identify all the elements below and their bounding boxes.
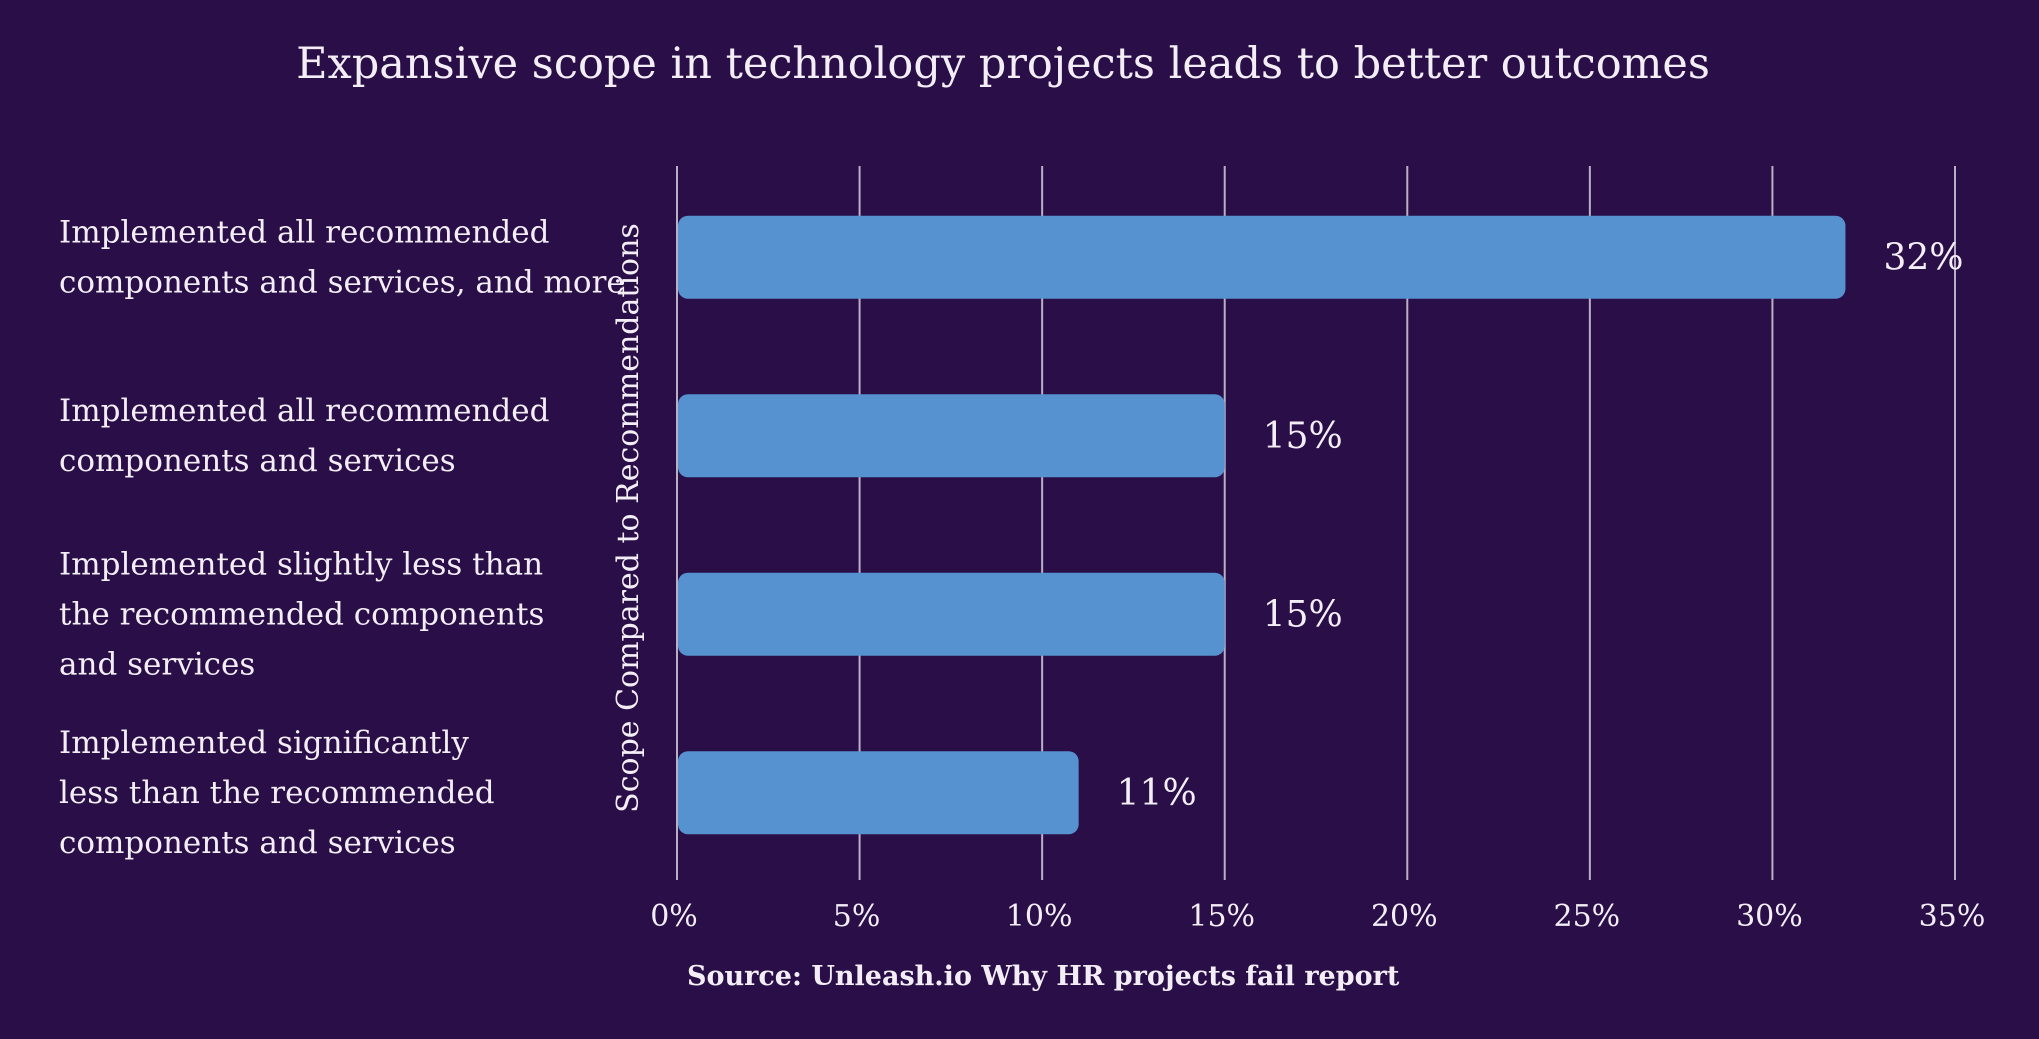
- category-label-line: the recommended components: [59, 596, 544, 632]
- x-tick-label: 30%: [1736, 899, 1803, 934]
- category-label-line: less than the recommended: [59, 775, 495, 811]
- data-label: 11%: [1117, 773, 1197, 814]
- bar: [678, 572, 1225, 656]
- x-axis-ticks: 0% 5% 10% 15% 20% 25% 30% 35%: [650, 899, 1985, 934]
- x-tick-label: 25%: [1554, 899, 1621, 934]
- x-tick-label: 5%: [833, 899, 881, 934]
- category-label-line: Implemented slightly less than: [59, 546, 543, 582]
- category-label-line: Implemented all recommended: [59, 214, 549, 250]
- category-label-line: components and services, and more: [59, 264, 625, 300]
- category-label-line: Implemented all recommended: [59, 393, 549, 429]
- category-label-line: Implemented significantly: [59, 725, 469, 761]
- bar: [678, 215, 1846, 299]
- data-label: 32%: [1883, 237, 1963, 278]
- category-label: Implemented slightly less than the recomm…: [59, 546, 544, 682]
- category-label: Implemented significantly less than the r…: [59, 725, 495, 861]
- chart-title: Expansive scope in technology projects l…: [296, 39, 1710, 89]
- category-label: Implemented all recommended components an…: [59, 393, 549, 479]
- bars: [678, 215, 1846, 835]
- category-label-line: components and services: [59, 825, 456, 861]
- data-label: 15%: [1263, 594, 1343, 635]
- category-label-line: components and services: [59, 443, 456, 479]
- x-tick-label: 15%: [1188, 899, 1255, 934]
- data-labels: 32% 15% 15% 11%: [1117, 237, 1964, 814]
- source-note: Source: Unleash.io Why HR projects fail …: [687, 961, 1400, 992]
- y-axis-label: Scope Compared to Recommendations: [611, 223, 646, 813]
- data-label: 15%: [1263, 416, 1343, 457]
- x-tick-label: 10%: [1006, 899, 1073, 934]
- x-tick-label: 35%: [1919, 899, 1986, 934]
- category-label-line: and services: [59, 646, 255, 682]
- x-tick-label: 0%: [650, 899, 698, 934]
- bar: [678, 751, 1079, 835]
- category-labels: Implemented all recommended components an…: [59, 214, 625, 861]
- x-tick-label: 20%: [1371, 899, 1438, 934]
- bar: [678, 394, 1225, 478]
- category-label: Implemented all recommended components an…: [59, 214, 625, 300]
